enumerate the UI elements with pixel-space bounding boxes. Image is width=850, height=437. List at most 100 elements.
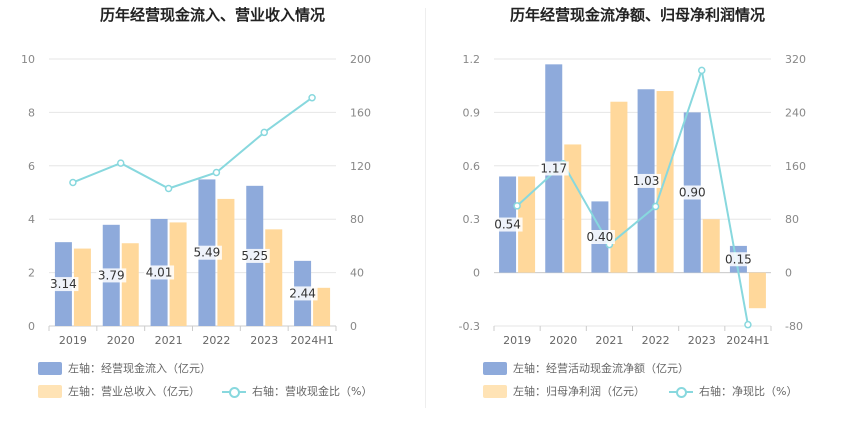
y-right-tick-label: 200 (350, 53, 371, 66)
y-left-tick-label: 2 (28, 267, 35, 280)
data-label-bg (723, 252, 754, 267)
data-label-bg (492, 217, 523, 232)
legend-swatch-blue (38, 361, 62, 375)
y-right-tick-label: 160 (785, 160, 806, 173)
data-label: 0.40 (587, 230, 614, 244)
data-label-bg (144, 265, 175, 280)
right-chart-title: 历年经营现金流净额、归母净利润情况 (509, 6, 765, 24)
left-legend-item-cash-inflow[interactable]: 左轴：经营现金流入（亿元） (38, 360, 211, 376)
x-tick-label: 2022 (642, 334, 670, 347)
data-label-bg (96, 268, 127, 283)
x-tick-label: 2021 (155, 334, 183, 347)
data-label: 4.01 (146, 265, 173, 279)
y-right-tick-label: 80 (350, 213, 364, 226)
left-legend-item-revenue[interactable]: 左轴：营业总收入（亿元） (38, 383, 200, 399)
right-legend-item-ratio[interactable]: 右轴：净现比（%） (669, 383, 797, 399)
legend-label: 右轴：营收现金比（%） (252, 385, 373, 398)
legend-label: 左轴：归母净利润（亿元） (513, 385, 645, 398)
right-legend: 左轴：经营活动现金流净额（亿元） 左轴：归母净利润（亿元） 右轴：净现比（%） (425, 0, 850, 437)
right-chart-svg: -0.3 -80 0 0 0.3 80 0.6 160 0.9 240 1.2 320 2019 2020… (459, 53, 806, 347)
y-left-tick-label: 10 (21, 53, 35, 66)
x-tick-label: 2020 (549, 334, 577, 347)
data-label: 2.44 (289, 286, 316, 300)
legend-label: 左轴：营业总收入（亿元） (68, 385, 200, 398)
y-right-tick-label: 80 (785, 213, 799, 226)
x-tick-label: 2024H1 (726, 334, 769, 347)
line-point (698, 66, 706, 75)
y-right-tick-label: 320 (785, 53, 806, 66)
bar-series-2 (73, 248, 91, 326)
y-left-tick-label: 4 (28, 213, 35, 226)
y-left-tick-label: 0.3 (463, 213, 481, 226)
y-right-tick-label: 120 (350, 160, 371, 173)
data-label: 1.03 (633, 174, 660, 188)
legend-swatch-orange (483, 384, 507, 398)
data-label-bg (677, 185, 708, 200)
y-right-tick-label: 0 (350, 320, 357, 333)
x-tick-label: 2023 (250, 334, 278, 347)
x-tick-label: 2023 (688, 334, 716, 347)
x-tick-label: 2020 (107, 334, 135, 347)
line-series (72, 96, 313, 190)
y-right-tick-label: 240 (785, 106, 806, 119)
legend-swatch-orange (38, 384, 62, 398)
y-left-tick-label: 0.9 (463, 106, 481, 119)
y-left-tick-label: 1.2 (463, 53, 481, 66)
y-left-tick-label: 0 (473, 267, 480, 280)
data-label: 3.79 (98, 268, 125, 282)
right-chart-panel: 历年经营现金流净额、归母净利润情况 -0.3 -80 0 0 0.3 80 0.6 160 0.… (425, 0, 850, 437)
y-left-tick-label: 6 (28, 160, 35, 173)
right-legend-item-net-cash[interactable]: 左轴：经营活动现金流净额（亿元） (483, 360, 689, 376)
line-point (260, 128, 268, 137)
data-label-bg (191, 245, 222, 260)
left-legend: 左轴：经营现金流入（亿元） 左轴：营业总收入（亿元） 右轴：营收现金比（%） (38, 360, 372, 399)
line-point (212, 168, 221, 177)
panel-divider (425, 8, 426, 408)
line-point (69, 178, 77, 187)
data-label-bg (631, 173, 662, 188)
legend-line-key (222, 385, 246, 398)
data-label-bg (538, 161, 569, 176)
y-right-tick-label: 40 (350, 267, 364, 280)
data-label: 3.14 (50, 277, 77, 291)
data-label-bg (239, 248, 270, 263)
data-label: 0.15 (725, 252, 752, 266)
x-tick-label: 2019 (59, 334, 87, 347)
data-label: 1.17 (540, 161, 567, 175)
bar-series-2 (564, 144, 582, 273)
legend-label: 左轴：经营现金流入（亿元） (68, 362, 211, 375)
right-legend-item-net-profit[interactable]: 左轴：归母净利润（亿元） (483, 383, 645, 399)
y-right-tick-label: -80 (785, 320, 803, 333)
legend-swatch-blue (483, 361, 507, 375)
bar-series-2 (217, 198, 235, 326)
data-label-bg (584, 230, 615, 244)
data-label: 5.49 (194, 246, 221, 260)
data-label: 5.25 (241, 249, 268, 263)
data-label-bg (287, 286, 318, 301)
data-label: 0.90 (679, 186, 706, 200)
left-chart-svg: 0 0 2 40 4 80 6 120 8 160 10 200 2019 2020 2021 2022 202… (21, 53, 371, 347)
left-legend-item-ratio[interactable]: 右轴：营收现金比（%） (222, 383, 372, 399)
y-left-tick-label: -0.3 (459, 320, 480, 333)
x-tick-label: 2022 (202, 334, 230, 347)
bar-series-2 (121, 243, 139, 326)
bar-series-2 (169, 222, 187, 326)
y-left-tick-label: 0 (28, 320, 35, 333)
left-chart-panel: 历年经营现金流入、营业收入情况 0 0 2 40 4 80 6 120 8 160 10 200 201… (21, 6, 372, 399)
data-label-bg (48, 277, 79, 292)
line-point (651, 202, 660, 211)
legend-line-key (669, 385, 693, 398)
bar-series-2 (610, 101, 628, 273)
x-tick-label: 2019 (503, 334, 531, 347)
y-left-tick-label: 0.6 (463, 160, 481, 173)
y-right-tick-label: 0 (785, 267, 792, 280)
legend-label: 左轴：经营活动现金流净额（亿元） (513, 362, 689, 375)
y-left-tick-label: 8 (28, 106, 35, 119)
line-point (744, 320, 752, 329)
legend-label: 右轴：净现比（%） (699, 385, 798, 398)
line-point (308, 93, 316, 102)
bar-series-2 (702, 219, 720, 273)
line-point (117, 159, 125, 167)
line-point (513, 202, 521, 210)
data-label: 0.54 (494, 218, 521, 232)
